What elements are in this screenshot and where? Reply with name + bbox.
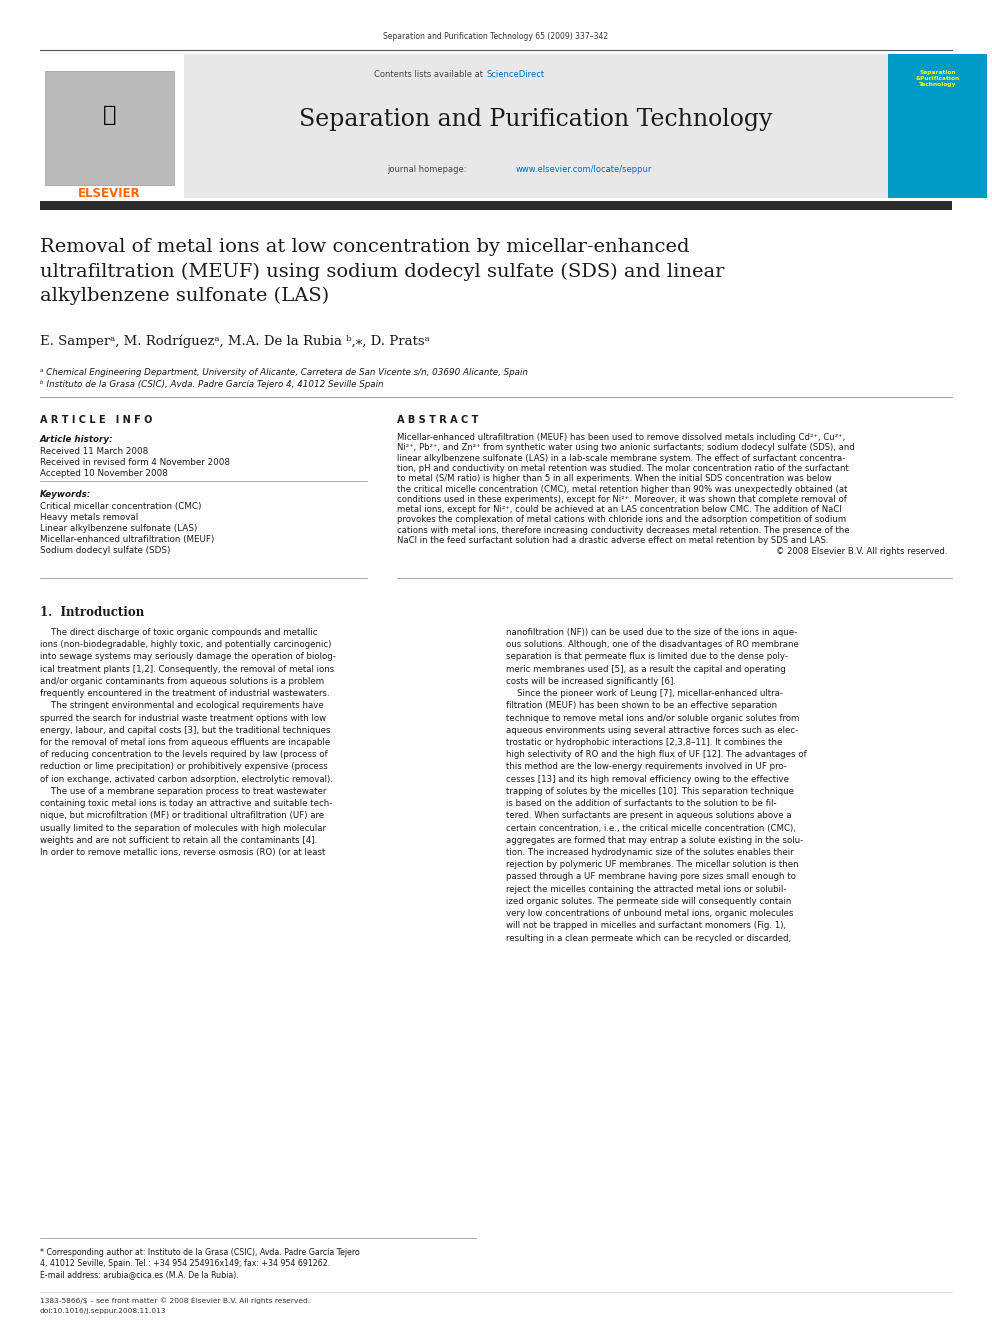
Text: metal ions, except for Ni²⁺, could be achieved at an LAS concentration below CMC: metal ions, except for Ni²⁺, could be ac… [397, 505, 841, 515]
Text: Keywords:: Keywords: [40, 490, 91, 499]
Text: Separation and Purification Technology 65 (2009) 337–342: Separation and Purification Technology 6… [384, 32, 608, 41]
Text: E-mail address: arubia@cica.es (M.A. De la Rubia).: E-mail address: arubia@cica.es (M.A. De … [40, 1270, 238, 1279]
Text: Separation and Purification Technology: Separation and Purification Technology [299, 108, 773, 131]
FancyBboxPatch shape [40, 54, 184, 198]
Text: the critical micelle concentration (CMC), metal retention higher than 90% was un: the critical micelle concentration (CMC)… [397, 484, 847, 493]
Text: ELSEVIER: ELSEVIER [77, 187, 141, 200]
Text: Critical micellar concentration (CMC): Critical micellar concentration (CMC) [40, 501, 201, 511]
Text: Article history:: Article history: [40, 435, 113, 445]
FancyBboxPatch shape [888, 54, 987, 198]
Text: Removal of metal ions at low concentration by micellar-enhanced
ultrafiltration : Removal of metal ions at low concentrati… [40, 238, 724, 306]
Text: Received in revised form 4 November 2008: Received in revised form 4 November 2008 [40, 458, 230, 467]
Text: Heavy metals removal: Heavy metals removal [40, 513, 138, 523]
Text: NaCl in the feed surfactant solution had a drastic adverse effect on metal reten: NaCl in the feed surfactant solution had… [397, 536, 828, 545]
Text: Separation
&Purification
Technology: Separation &Purification Technology [916, 70, 959, 87]
Text: Sodium dodecyl sulfate (SDS): Sodium dodecyl sulfate (SDS) [40, 546, 171, 556]
FancyBboxPatch shape [40, 201, 952, 210]
Text: to metal (S/M ratio) is higher than 5 in all experiments. When the initial SDS c: to metal (S/M ratio) is higher than 5 in… [397, 474, 831, 483]
Text: provokes the complexation of metal cations with chloride ions and the adsorption: provokes the complexation of metal catio… [397, 516, 846, 524]
Text: doi:10.1016/j.seppur.2008.11.013: doi:10.1016/j.seppur.2008.11.013 [40, 1308, 167, 1314]
FancyBboxPatch shape [184, 54, 888, 198]
Text: Linear alkylbenzene sulfonate (LAS): Linear alkylbenzene sulfonate (LAS) [40, 524, 197, 533]
Text: A R T I C L E   I N F O: A R T I C L E I N F O [40, 415, 152, 425]
Text: 🌲: 🌲 [102, 105, 116, 124]
Text: nanofiltration (NF)) can be used due to the size of the ions in aque-
ous soluti: nanofiltration (NF)) can be used due to … [506, 628, 806, 942]
Text: tion, pH and conductivity on metal retention was studied. The molar concentratio: tion, pH and conductivity on metal reten… [397, 464, 848, 472]
Text: ScienceDirect: ScienceDirect [486, 70, 545, 79]
Text: conditions used in these experiments), except for Ni²⁺. Moreover, it was shown t: conditions used in these experiments), e… [397, 495, 846, 504]
Text: E. Samperᵃ, M. Rodríguezᵃ, M.A. De la Rubia ᵇ,⁎, D. Pratsᵃ: E. Samperᵃ, M. Rodríguezᵃ, M.A. De la Ru… [40, 335, 430, 348]
Text: Micellar-enhanced ultrafiltration (MEUF) has been used to remove dissolved metal: Micellar-enhanced ultrafiltration (MEUF)… [397, 433, 845, 442]
Text: journal homepage:: journal homepage: [387, 165, 469, 175]
Text: 4, 41012 Seville, Spain. Tel.: +34 954 254916x149; fax: +34 954 691262.: 4, 41012 Seville, Spain. Tel.: +34 954 2… [40, 1259, 330, 1267]
Text: Accepted 10 November 2008: Accepted 10 November 2008 [40, 468, 168, 478]
Text: linear alkylbenzene sulfonate (LAS) in a lab-scale membrane system. The effect o: linear alkylbenzene sulfonate (LAS) in a… [397, 454, 845, 463]
Text: Micellar-enhanced ultrafiltration (MEUF): Micellar-enhanced ultrafiltration (MEUF) [40, 534, 214, 544]
FancyBboxPatch shape [45, 71, 174, 185]
Text: cations with metal ions, therefore increasing conductivity decreases metal reten: cations with metal ions, therefore incre… [397, 525, 849, 534]
Text: 1383-5866/$ – see front matter © 2008 Elsevier B.V. All rights reserved.: 1383-5866/$ – see front matter © 2008 El… [40, 1297, 310, 1303]
Text: Received 11 March 2008: Received 11 March 2008 [40, 447, 148, 456]
Text: Contents lists available at: Contents lists available at [374, 70, 486, 79]
Text: www.elsevier.com/locate/seppur: www.elsevier.com/locate/seppur [516, 165, 652, 175]
Text: The direct discharge of toxic organic compounds and metallic
ions (non-biodegrad: The direct discharge of toxic organic co… [40, 628, 335, 857]
Text: 1.  Introduction: 1. Introduction [40, 606, 144, 619]
Text: © 2008 Elsevier B.V. All rights reserved.: © 2008 Elsevier B.V. All rights reserved… [776, 548, 947, 556]
Text: A B S T R A C T: A B S T R A C T [397, 415, 478, 425]
Text: * Corresponding author at: Instituto de la Grasa (CSIC), Avda. Padre García Teje: * Corresponding author at: Instituto de … [40, 1248, 359, 1257]
Text: Ni²⁺, Pb²⁺, and Zn²⁺ from synthetic water using two anionic surfactants; sodium : Ni²⁺, Pb²⁺, and Zn²⁺ from synthetic wate… [397, 443, 854, 452]
Text: ᵃ Chemical Engineering Department, University of Alicante, Carretera de San Vice: ᵃ Chemical Engineering Department, Unive… [40, 368, 528, 377]
Text: ᵇ Instituto de la Grasa (CSIC), Avda. Padre García Tejero 4, 41012 Seville Spain: ᵇ Instituto de la Grasa (CSIC), Avda. Pa… [40, 380, 383, 389]
